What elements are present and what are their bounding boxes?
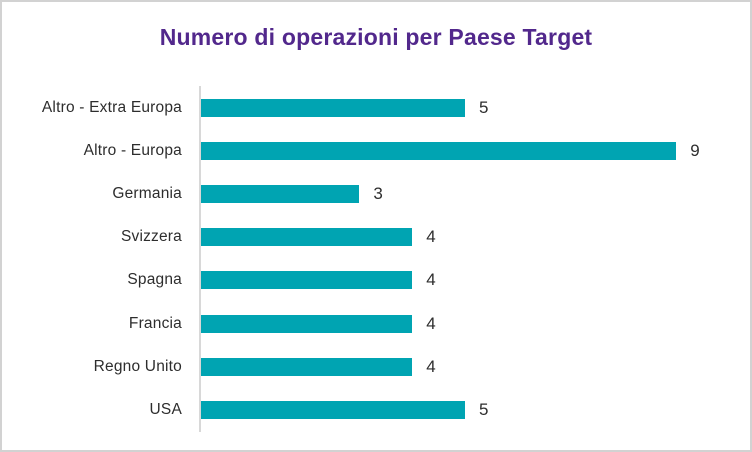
bar-track: 4 — [201, 357, 436, 377]
chart-row: USA 5 — [2, 388, 750, 431]
bar — [201, 357, 413, 376]
category-label: Altro - Europa — [83, 141, 182, 159]
chart-row: Regno Unito 4 — [2, 345, 750, 388]
bar-track: 4 — [201, 227, 436, 247]
category-label: Spagna — [127, 271, 182, 289]
chart-row: Altro - Europa 9 — [2, 129, 750, 172]
value-label: 4 — [426, 227, 436, 247]
y-axis-line — [199, 86, 201, 432]
bar — [201, 271, 413, 290]
category-label: USA — [149, 400, 182, 418]
bar-track: 4 — [201, 270, 436, 290]
category-label: Svizzera — [120, 228, 182, 246]
value-label: 9 — [690, 140, 700, 160]
value-label: 4 — [426, 356, 436, 376]
chart-row: Spagna 4 — [2, 259, 750, 302]
category-label: Regno Unito — [93, 357, 182, 375]
bar-track: 4 — [201, 314, 436, 334]
chart-row: Altro - Extra Europa 5 — [2, 86, 750, 129]
value-label: 4 — [426, 313, 436, 333]
bar-track: 5 — [201, 98, 488, 118]
value-label: 5 — [479, 399, 489, 419]
bar-track: 5 — [201, 400, 488, 420]
category-label: Francia — [128, 314, 182, 332]
bar — [201, 184, 360, 203]
chart-row: Germania 3 — [2, 172, 750, 215]
bar — [201, 228, 413, 247]
bar — [201, 400, 465, 419]
value-label: 4 — [426, 270, 436, 290]
value-label: 3 — [373, 183, 383, 203]
category-label: Altro - Extra Europa — [41, 98, 182, 116]
chart-row: Francia 4 — [2, 302, 750, 345]
bar — [201, 314, 413, 333]
chart-title: Numero di operazioni per Paese Target — [159, 24, 593, 50]
bar-track: 3 — [201, 184, 383, 204]
bar-track: 9 — [201, 141, 700, 161]
bar — [201, 98, 465, 117]
bar — [201, 141, 677, 160]
chart-row: Svizzera 4 — [2, 216, 750, 259]
category-label: Germania — [112, 184, 182, 202]
value-label: 5 — [479, 97, 489, 117]
bar-chart: Altro - Extra Europa 5 Altro - Europa 9 Germ… — [2, 86, 750, 432]
